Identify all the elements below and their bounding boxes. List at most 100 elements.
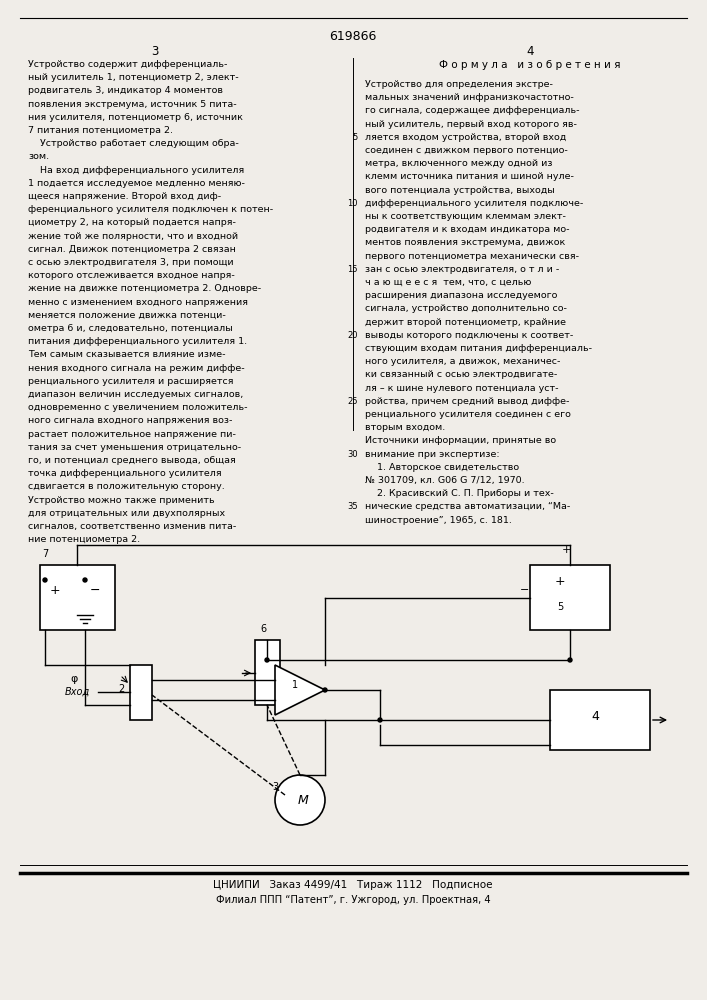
Text: 30: 30	[347, 450, 358, 459]
Text: Устройство можно также применить: Устройство можно также применить	[28, 496, 215, 505]
Text: Источники информации, принятые во: Источники информации, принятые во	[365, 436, 556, 445]
Text: ляется входом устройства, второй вход: ляется входом устройства, второй вход	[365, 133, 566, 142]
Text: жение той же полярности, что и входной: жение той же полярности, что и входной	[28, 232, 238, 241]
Text: Филиал ППП “Патент”, г. Ужгород, ул. Проектная, 4: Филиал ППП “Патент”, г. Ужгород, ул. Про…	[216, 895, 491, 905]
Text: 1 подается исследуемое медленно меняю-: 1 подается исследуемое медленно меняю-	[28, 179, 245, 188]
Text: +: +	[562, 545, 571, 555]
Text: нические средства автоматизации, “Ма-: нические средства автоматизации, “Ма-	[365, 502, 571, 511]
Text: ки связанный с осью электродвигате-: ки связанный с осью электродвигате-	[365, 370, 557, 379]
Text: Устройство для определения экстре-: Устройство для определения экстре-	[365, 80, 553, 89]
Circle shape	[378, 718, 382, 722]
Text: 15: 15	[348, 265, 358, 274]
Text: На вход дифференциального усилителя: На вход дифференциального усилителя	[28, 166, 244, 175]
Text: внимание при экспертизе:: внимание при экспертизе:	[365, 450, 500, 459]
Text: ние потенциометра 2.: ние потенциометра 2.	[28, 535, 140, 544]
Text: 3: 3	[151, 45, 158, 58]
Text: ля – к шине нулевого потенциала уст-: ля – к шине нулевого потенциала уст-	[365, 384, 559, 393]
Text: 35: 35	[347, 502, 358, 511]
Text: +: +	[49, 584, 60, 596]
Text: щееся напряжение. Второй вход диф-: щееся напряжение. Второй вход диф-	[28, 192, 221, 201]
Text: вого потенциала устройства, выходы: вого потенциала устройства, выходы	[365, 186, 555, 195]
Text: для отрицательных или двухполярных: для отрицательных или двухполярных	[28, 509, 225, 518]
Text: ч а ю щ е е с я  тем, что, с целью: ч а ю щ е е с я тем, что, с целью	[365, 278, 532, 287]
Text: 5: 5	[557, 602, 563, 612]
Text: шиностроение”, 1965, с. 181.: шиностроение”, 1965, с. 181.	[365, 516, 512, 525]
Text: ренциального усилителя соединен с его: ренциального усилителя соединен с его	[365, 410, 571, 419]
Text: ренциального усилителя и расширяется: ренциального усилителя и расширяется	[28, 377, 233, 386]
Text: 2. Красивский С. П. Приборы и тех-: 2. Красивский С. П. Приборы и тех-	[365, 489, 554, 498]
Text: жение на движке потенциометра 2. Одновре-: жение на движке потенциометра 2. Одновре…	[28, 284, 261, 293]
Polygon shape	[275, 665, 325, 715]
Text: 4: 4	[591, 710, 599, 723]
Text: Устройство работает следующим обра-: Устройство работает следующим обра-	[28, 139, 239, 148]
Bar	[255, 640, 280, 705]
Text: сигналов, соответственно изменив пита-: сигналов, соответственно изменив пита-	[28, 522, 236, 531]
Text: метра, включенного между одной из: метра, включенного между одной из	[365, 159, 552, 168]
Text: расширения диапазона исследуемого: расширения диапазона исследуемого	[365, 291, 557, 300]
Text: 25: 25	[348, 397, 358, 406]
Text: мальных значений инфранизкочастотно-: мальных значений инфранизкочастотно-	[365, 93, 574, 102]
Bar	[130, 665, 152, 720]
Bar	[40, 565, 115, 630]
Text: ный усилитель 1, потенциометр 2, элект-: ный усилитель 1, потенциометр 2, элект-	[28, 73, 239, 82]
Text: 7: 7	[42, 549, 48, 559]
Text: Устройство содержит дифференциаль-: Устройство содержит дифференциаль-	[28, 60, 228, 69]
Text: соединен с движком первого потенцио-: соединен с движком первого потенцио-	[365, 146, 568, 155]
Text: появления экстремума, источник 5 пита-: появления экстремума, источник 5 пита-	[28, 100, 237, 109]
Text: одновременно с увеличением положитель-: одновременно с увеличением положитель-	[28, 403, 247, 412]
Text: ного сигнала входного напряжения воз-: ного сигнала входного напряжения воз-	[28, 416, 233, 425]
Text: нения входного сигнала на режим диффе-: нения входного сигнала на режим диффе-	[28, 364, 245, 373]
Circle shape	[265, 658, 269, 662]
Text: вторым входом.: вторым входом.	[365, 423, 445, 432]
Text: сигнала, устройство дополнительно со-: сигнала, устройство дополнительно со-	[365, 304, 567, 313]
Text: ройства, причем средний вывод диффе-: ройства, причем средний вывод диффе-	[365, 397, 569, 406]
Text: точка дифференциального усилителя: точка дифференциального усилителя	[28, 469, 221, 478]
Text: ны к соответствующим клеммам элект-: ны к соответствующим клеммам элект-	[365, 212, 566, 221]
Text: питания дифференциального усилителя 1.: питания дифференциального усилителя 1.	[28, 337, 247, 346]
Text: ного усилителя, а движок, механичес-: ного усилителя, а движок, механичес-	[365, 357, 561, 366]
Circle shape	[83, 578, 87, 582]
Text: ния усилителя, потенциометр 6, источник: ния усилителя, потенциометр 6, источник	[28, 113, 243, 122]
Text: № 301709, кл. G06 G 7/12, 1970.: № 301709, кл. G06 G 7/12, 1970.	[365, 476, 525, 485]
Text: 1: 1	[292, 680, 298, 690]
Text: диапазон величин исследуемых сигналов,: диапазон величин исследуемых сигналов,	[28, 390, 243, 399]
Text: 10: 10	[348, 199, 358, 208]
Text: дифференциального усилителя подключе-: дифференциального усилителя подключе-	[365, 199, 583, 208]
Text: растает положительное напряжение пи-: растает положительное напряжение пи-	[28, 430, 236, 439]
Text: которого отслеживается входное напря-: которого отслеживается входное напря-	[28, 271, 235, 280]
Circle shape	[568, 658, 572, 662]
Text: сигнал. Движок потенциометра 2 связан: сигнал. Движок потенциометра 2 связан	[28, 245, 236, 254]
Text: 5: 5	[353, 133, 358, 142]
Text: −: −	[520, 585, 530, 595]
Text: ментов появления экстремума, движок: ментов появления экстремума, движок	[365, 238, 566, 247]
Text: Ф о р м у л а   и з о б р е т е н и я: Ф о р м у л а и з о б р е т е н и я	[439, 60, 621, 70]
Text: зом.: зом.	[28, 152, 49, 161]
Text: Тем самым сказывается влияние изме-: Тем самым сказывается влияние изме-	[28, 350, 226, 359]
Text: Вход: Вход	[65, 687, 90, 697]
Text: ометра 6 и, следовательно, потенциалы: ометра 6 и, следовательно, потенциалы	[28, 324, 233, 333]
Text: зан с осью электродвигателя, о т л и -: зан с осью электродвигателя, о т л и -	[365, 265, 559, 274]
Text: ствующим входам питания дифференциаль-: ствующим входам питания дифференциаль-	[365, 344, 592, 353]
Text: с осью электродвигателя 3, при помощи: с осью электродвигателя 3, при помощи	[28, 258, 233, 267]
Text: держит второй потенциометр, крайние: держит второй потенциометр, крайние	[365, 318, 566, 327]
Text: ЦНИИПИ   Заказ 4499/41   Тираж 1112   Подписное: ЦНИИПИ Заказ 4499/41 Тираж 1112 Подписно…	[214, 880, 493, 890]
Bar	[530, 565, 610, 630]
Text: го, и потенциал среднего вывода, общая: го, и потенциал среднего вывода, общая	[28, 456, 235, 465]
Text: тания за счет уменьшения отрицательно-: тания за счет уменьшения отрицательно-	[28, 443, 241, 452]
Text: циометру 2, на который подается напря-: циометру 2, на который подается напря-	[28, 218, 236, 227]
Text: менно с изменением входного напряжения: менно с изменением входного напряжения	[28, 298, 248, 307]
Text: выводы которого подключены к соответ-: выводы которого подключены к соответ-	[365, 331, 573, 340]
Text: 2: 2	[118, 684, 124, 694]
Text: первого потенциометра механически свя-: первого потенциометра механически свя-	[365, 252, 579, 261]
Text: клемм источника питания и шиной нуле-: клемм источника питания и шиной нуле-	[365, 172, 574, 181]
Text: −: −	[90, 584, 100, 596]
Text: сдвигается в положительную сторону.: сдвигается в положительную сторону.	[28, 482, 225, 491]
Text: родвигатель 3, индикатор 4 моментов: родвигатель 3, индикатор 4 моментов	[28, 86, 223, 95]
Text: ференциального усилителя подключен к потен-: ференциального усилителя подключен к пот…	[28, 205, 273, 214]
Circle shape	[275, 775, 325, 825]
Text: ный усилитель, первый вход которого яв-: ный усилитель, первый вход которого яв-	[365, 120, 577, 129]
Circle shape	[43, 578, 47, 582]
Text: го сигнала, содержащее дифференциаль-: го сигнала, содержащее дифференциаль-	[365, 106, 580, 115]
Text: 6: 6	[260, 624, 266, 634]
Text: 4: 4	[526, 45, 534, 58]
